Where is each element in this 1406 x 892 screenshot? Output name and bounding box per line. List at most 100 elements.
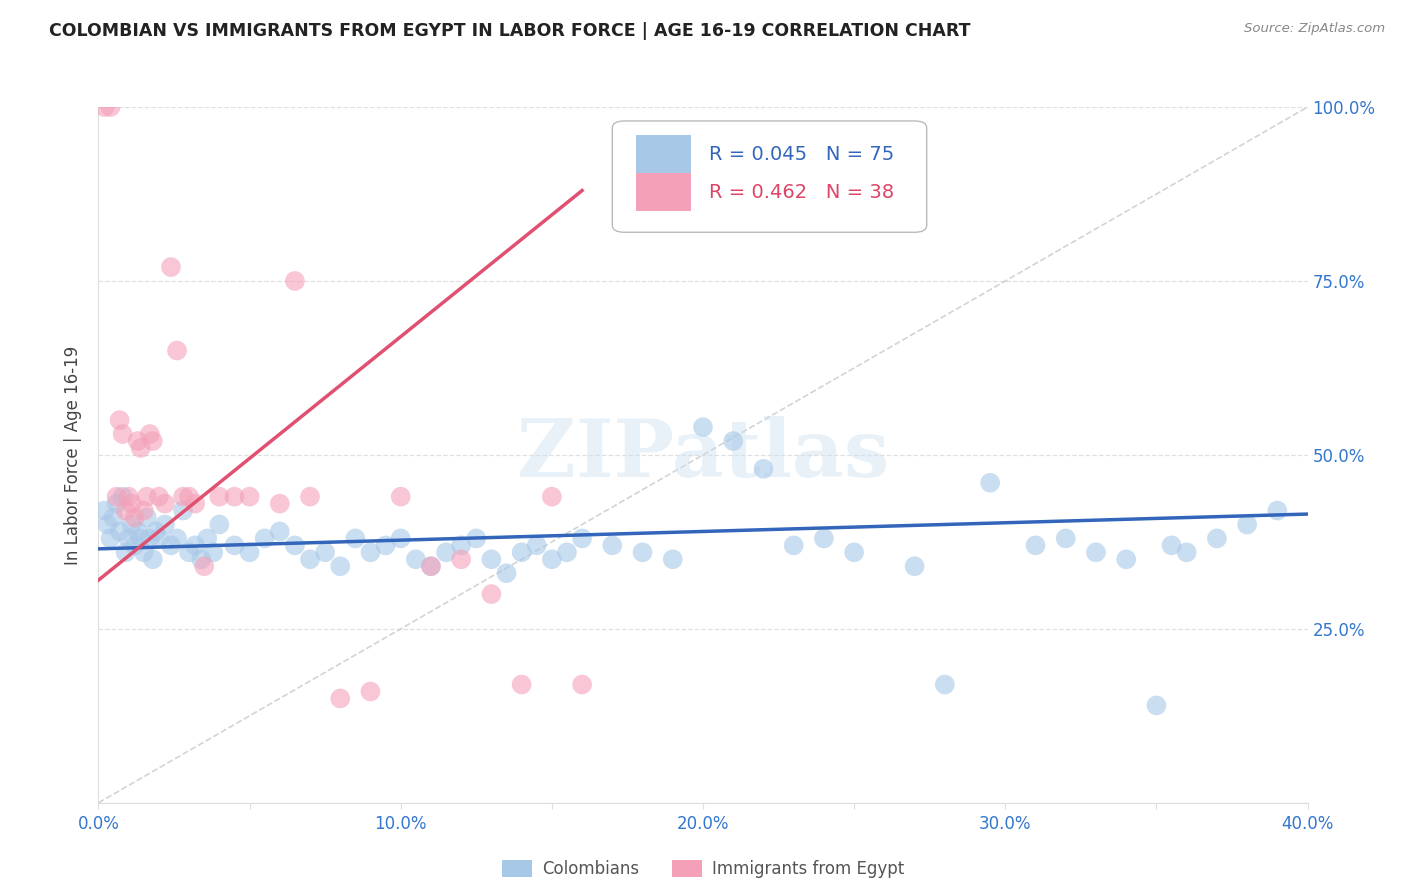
- Point: [153, 497, 176, 511]
- Point: [202, 545, 225, 559]
- Point: [148, 490, 170, 504]
- Point: [195, 532, 218, 546]
- Point: [692, 420, 714, 434]
- Point: [253, 532, 276, 546]
- Point: [148, 532, 170, 546]
- Point: [1267, 503, 1289, 517]
- Point: [193, 559, 215, 574]
- Text: R = 0.045   N = 75: R = 0.045 N = 75: [709, 145, 894, 163]
- Point: [526, 538, 548, 552]
- Point: [208, 517, 231, 532]
- Point: [389, 490, 412, 504]
- Point: [602, 538, 624, 552]
- Point: [284, 274, 307, 288]
- Point: [108, 524, 131, 539]
- Point: [114, 503, 136, 517]
- Point: [723, 434, 745, 448]
- Point: [184, 538, 207, 552]
- Point: [299, 490, 322, 504]
- Point: [844, 545, 866, 559]
- Point: [420, 559, 443, 574]
- Point: [510, 677, 533, 691]
- Point: [129, 441, 152, 455]
- Point: [284, 538, 307, 552]
- Point: [1236, 517, 1258, 532]
- Point: [904, 559, 927, 574]
- Point: [979, 475, 1001, 490]
- Point: [1054, 532, 1077, 546]
- Point: [224, 490, 246, 504]
- Point: [124, 510, 146, 524]
- Point: [208, 490, 231, 504]
- Point: [93, 100, 115, 114]
- Point: [93, 503, 115, 517]
- Point: [510, 545, 533, 559]
- Point: [1024, 538, 1046, 552]
- Point: [127, 524, 149, 539]
- FancyBboxPatch shape: [613, 121, 927, 232]
- Point: [299, 552, 322, 566]
- Point: [239, 490, 262, 504]
- Point: [329, 691, 352, 706]
- Point: [752, 462, 775, 476]
- Point: [103, 510, 125, 524]
- Point: [111, 490, 134, 504]
- Point: [465, 532, 488, 546]
- Point: [571, 677, 593, 691]
- Point: [239, 545, 262, 559]
- Text: ZIPatlas: ZIPatlas: [517, 416, 889, 494]
- Point: [139, 532, 162, 546]
- Point: [450, 538, 472, 552]
- Point: [166, 532, 188, 546]
- Point: [662, 552, 685, 566]
- Point: [813, 532, 835, 546]
- Legend: Colombians, Immigrants from Egypt: Colombians, Immigrants from Egypt: [495, 854, 911, 885]
- Point: [160, 260, 183, 274]
- Point: [540, 490, 562, 504]
- Point: [121, 517, 143, 532]
- Point: [631, 545, 654, 559]
- Point: [420, 559, 443, 574]
- Point: [224, 538, 246, 552]
- Point: [405, 552, 427, 566]
- Point: [434, 545, 457, 559]
- Point: [108, 413, 131, 427]
- Point: [571, 532, 593, 546]
- FancyBboxPatch shape: [637, 173, 690, 211]
- Point: [450, 552, 472, 566]
- Point: [139, 427, 162, 442]
- Point: [105, 497, 128, 511]
- Point: [142, 552, 165, 566]
- Point: [129, 532, 152, 546]
- Point: [360, 545, 382, 559]
- Point: [132, 503, 155, 517]
- Point: [1144, 698, 1167, 713]
- Text: COLOMBIAN VS IMMIGRANTS FROM EGYPT IN LABOR FORCE | AGE 16-19 CORRELATION CHART: COLOMBIAN VS IMMIGRANTS FROM EGYPT IN LA…: [49, 22, 970, 40]
- Point: [1160, 538, 1182, 552]
- Point: [166, 343, 188, 358]
- Point: [1206, 532, 1229, 546]
- Y-axis label: In Labor Force | Age 16-19: In Labor Force | Age 16-19: [65, 345, 83, 565]
- Point: [481, 587, 503, 601]
- Point: [118, 490, 141, 504]
- Point: [100, 532, 122, 546]
- Point: [153, 517, 176, 532]
- Point: [160, 538, 183, 552]
- Point: [360, 684, 382, 698]
- Point: [374, 538, 396, 552]
- Point: [1085, 545, 1108, 559]
- Point: [132, 545, 155, 559]
- Point: [121, 497, 143, 511]
- Point: [172, 490, 194, 504]
- Point: [135, 510, 157, 524]
- Point: [127, 434, 149, 448]
- Point: [105, 490, 128, 504]
- FancyBboxPatch shape: [637, 135, 690, 173]
- Point: [495, 566, 517, 581]
- Point: [118, 532, 141, 546]
- Point: [179, 545, 201, 559]
- Point: [179, 490, 201, 504]
- Point: [1175, 545, 1198, 559]
- Point: [269, 524, 291, 539]
- Point: [172, 503, 194, 517]
